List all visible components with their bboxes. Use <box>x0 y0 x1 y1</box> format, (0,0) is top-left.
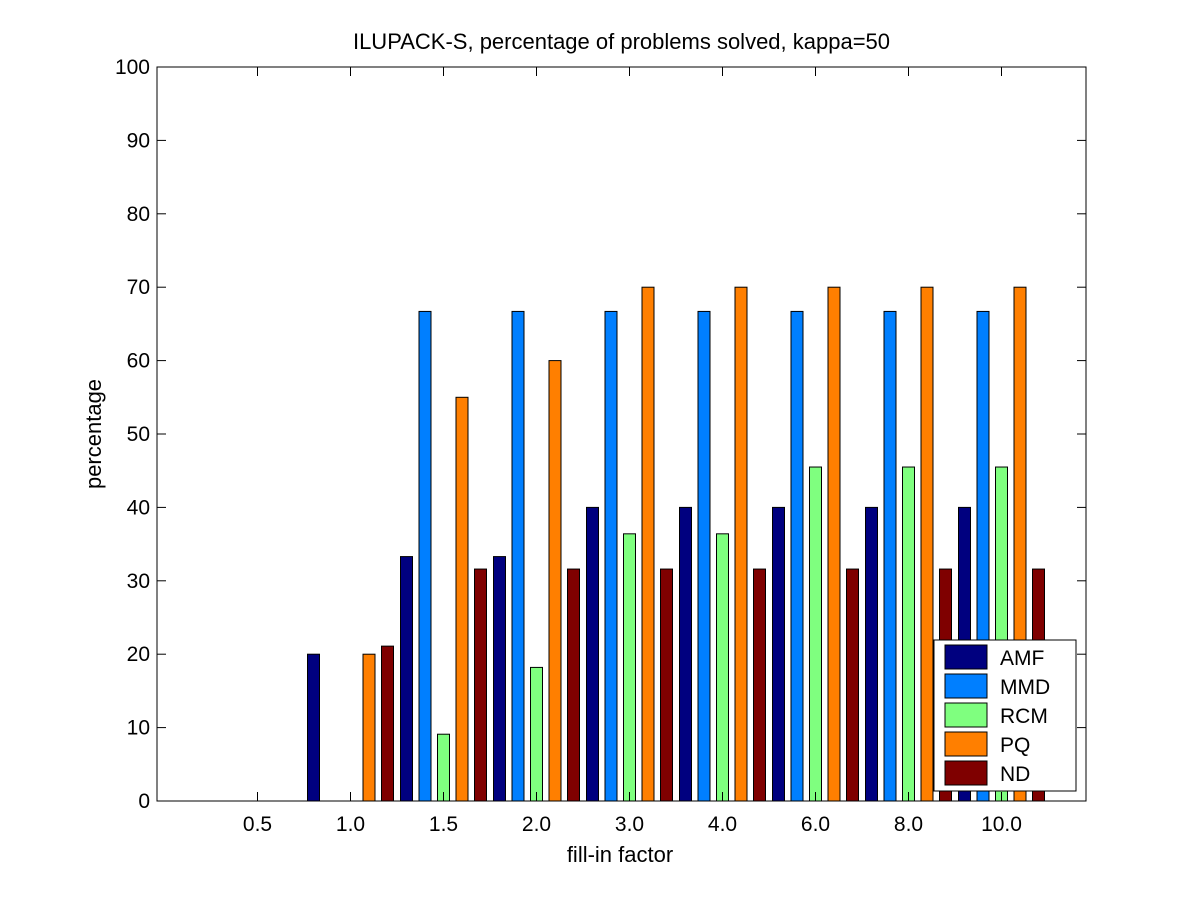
legend-label-nd: ND <box>1000 763 1030 786</box>
bar-rcm-3.0 <box>623 533 636 802</box>
y-tick-label: 100 <box>115 56 150 79</box>
x-tick-label: 1.0 <box>336 813 365 836</box>
plot-frame <box>156 66 1087 802</box>
bar-pq-1.5 <box>455 396 469 802</box>
bar-amf-8.0 <box>865 506 878 802</box>
bar-pq-8.0 <box>920 286 934 802</box>
bar-pq-2.0 <box>548 360 562 802</box>
bar-mmd-8.0 <box>883 310 897 802</box>
bar-amf-6.0 <box>772 506 785 802</box>
y-tick-label: 40 <box>127 496 150 519</box>
bar-pq-1.0 <box>362 653 376 802</box>
bar-nd-4.0 <box>753 568 766 802</box>
bar-mmd-4.0 <box>697 310 711 802</box>
bar-amf-4.0 <box>679 506 692 802</box>
bar-amf-3.0 <box>586 506 599 802</box>
legend-label-mmd: MMD <box>1000 676 1050 699</box>
x-tick-label: 10.0 <box>981 813 1022 836</box>
x-tick-label: 4.0 <box>708 813 737 836</box>
y-tick-label: 70 <box>127 276 150 299</box>
bar-rcm-4.0 <box>716 533 729 802</box>
legend-label-rcm: RCM <box>1000 705 1048 728</box>
legend: AMF MMD RCM PQ ND <box>933 639 1077 792</box>
legend-swatch-amf <box>944 644 988 670</box>
bar-amf-2.0 <box>493 556 506 802</box>
y-tick-label: 0 <box>138 790 150 813</box>
x-tick-label: 3.0 <box>615 813 644 836</box>
legend-label-pq: PQ <box>1000 734 1030 757</box>
bar-pq-3.0 <box>641 286 655 802</box>
legend-swatch-pq <box>944 731 988 757</box>
y-axis-label: percentage <box>81 379 106 489</box>
y-tick-label: 20 <box>127 643 150 666</box>
bar-nd-1.5 <box>474 568 487 802</box>
chart-title: ILUPACK-S, percentage of problems solved… <box>353 29 890 54</box>
y-tick-label: 30 <box>127 570 150 593</box>
bar-amf-1.0 <box>307 653 320 802</box>
bar-amf-1.5 <box>400 556 413 802</box>
bar-mmd-2.0 <box>511 310 525 802</box>
x-axis-label: fill-in factor <box>567 842 673 867</box>
legend-swatch-nd <box>944 760 988 786</box>
x-tick-label: 2.0 <box>522 813 551 836</box>
x-tick-label: 1.5 <box>429 813 458 836</box>
legend-swatch-mmd <box>944 673 988 699</box>
x-tick-label: 6.0 <box>801 813 830 836</box>
x-tick-label: 0.5 <box>243 813 272 836</box>
x-tick-label: 8.0 <box>894 813 923 836</box>
bar-rcm-6.0 <box>809 466 822 802</box>
y-tick-label: 80 <box>127 203 150 226</box>
y-tick-label: 90 <box>127 129 150 152</box>
y-tick-label: 10 <box>127 717 150 740</box>
legend-swatch-rcm <box>944 702 988 728</box>
bar-nd-2.0 <box>567 568 580 802</box>
bar-rcm-1.5 <box>437 733 450 802</box>
bar-nd-3.0 <box>660 568 673 802</box>
legend-label-amf: AMF <box>1000 647 1044 670</box>
bar-mmd-1.5 <box>418 310 432 802</box>
bar-pq-6.0 <box>827 286 841 802</box>
y-tick-label: 60 <box>127 350 150 373</box>
bar-nd-1.0 <box>381 645 394 802</box>
tick-labels-layer: 0 10 20 30 40 50 60 70 80 90 100 0.5 1.0 1.5 2.0 3.0 4.0… <box>115 56 1022 836</box>
bar-rcm-2.0 <box>530 666 543 802</box>
bar-rcm-8.0 <box>902 466 915 802</box>
bar-mmd-6.0 <box>790 310 804 802</box>
bar-nd-6.0 <box>846 568 859 802</box>
bar-pq-4.0 <box>734 286 748 802</box>
bar-mmd-3.0 <box>604 310 618 802</box>
y-tick-label: 50 <box>127 423 150 446</box>
